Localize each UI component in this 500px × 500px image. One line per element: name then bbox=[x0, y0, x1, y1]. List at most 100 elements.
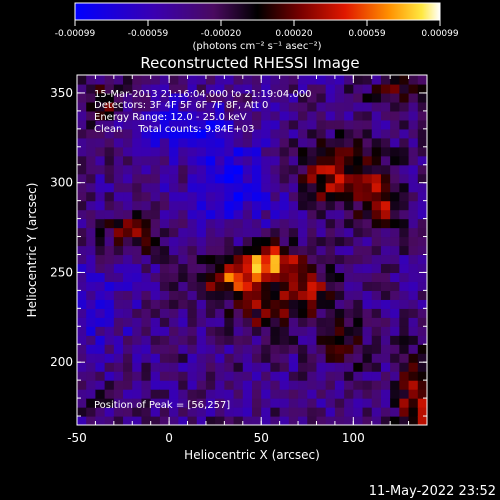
heatmap-cell bbox=[205, 335, 216, 345]
heatmap-cell bbox=[187, 209, 198, 220]
heatmap-cell bbox=[123, 380, 133, 390]
heatmap-cell bbox=[408, 128, 419, 139]
heatmap-cell bbox=[270, 281, 281, 291]
heatmap-cell bbox=[95, 353, 106, 363]
heatmap-cell bbox=[242, 299, 253, 309]
heatmap-cell bbox=[123, 227, 133, 238]
heatmap-cell bbox=[233, 200, 244, 211]
heatmap-cell bbox=[178, 218, 189, 229]
heatmap-cell bbox=[95, 344, 106, 354]
heatmap-cell bbox=[113, 191, 124, 202]
heatmap-cell bbox=[113, 218, 124, 229]
heatmap-cell bbox=[86, 344, 97, 354]
heatmap-cell bbox=[132, 335, 143, 345]
annotation-detectors: Detectors: 3F 4F 5F 6F 7F 8F, Att 0 bbox=[94, 100, 268, 111]
heatmap-cell bbox=[399, 263, 410, 274]
heatmap-cell bbox=[215, 227, 225, 238]
heatmap-cell bbox=[95, 398, 106, 408]
heatmap-cell bbox=[187, 92, 198, 103]
heatmap-cell bbox=[242, 137, 253, 148]
heatmap-cell bbox=[242, 263, 253, 274]
heatmap-cell bbox=[132, 110, 143, 121]
heatmap-cell bbox=[288, 290, 299, 300]
heatmap-cell bbox=[123, 83, 133, 94]
heatmap-cell bbox=[95, 326, 106, 336]
heatmap-cell bbox=[279, 110, 290, 121]
heatmap-cell bbox=[298, 164, 308, 175]
heatmap-cell bbox=[113, 227, 124, 238]
heatmap-cell bbox=[178, 209, 189, 220]
heatmap-cell bbox=[159, 272, 170, 283]
heatmap-cell bbox=[371, 416, 382, 425]
heatmap-cell bbox=[86, 272, 97, 283]
heatmap-cell bbox=[279, 191, 290, 202]
heatmap-cell bbox=[371, 281, 382, 291]
heatmap-cell bbox=[252, 371, 262, 381]
heatmap-cell bbox=[132, 317, 143, 327]
heatmap-cell bbox=[279, 416, 290, 425]
heatmap-cell bbox=[77, 335, 87, 345]
heatmap-cell bbox=[86, 398, 97, 408]
heatmap-cell bbox=[141, 92, 152, 103]
heatmap-cell bbox=[86, 290, 97, 300]
heatmap-cell bbox=[371, 92, 382, 103]
heatmap-cell bbox=[288, 326, 299, 336]
heatmap-cell bbox=[104, 236, 115, 247]
heatmap-cell bbox=[141, 344, 152, 354]
heatmap-cell bbox=[252, 407, 262, 417]
heatmap-cell bbox=[261, 272, 272, 283]
heatmap-cell bbox=[325, 371, 336, 381]
heatmap-cell bbox=[95, 146, 106, 157]
heatmap-cell bbox=[307, 407, 318, 417]
heatmap-cell bbox=[123, 407, 133, 417]
heatmap-cell bbox=[390, 164, 400, 175]
heatmap-cell bbox=[298, 263, 308, 274]
heatmap-cell bbox=[95, 191, 106, 202]
heatmap-cell bbox=[86, 371, 97, 381]
heatmap-cell bbox=[270, 254, 281, 265]
heatmap-cell bbox=[417, 128, 427, 139]
heatmap-cell bbox=[298, 362, 308, 372]
heatmap-cell bbox=[380, 173, 391, 184]
heatmap-cell bbox=[169, 119, 179, 130]
heatmap-cell bbox=[141, 362, 152, 372]
heatmap-cell bbox=[77, 209, 87, 220]
heatmap-cell bbox=[159, 155, 170, 166]
heatmap-cell bbox=[196, 344, 207, 354]
heatmap-cell bbox=[215, 128, 225, 139]
heatmap-cell bbox=[279, 119, 290, 130]
heatmap-cell bbox=[187, 254, 198, 265]
heatmap-cell bbox=[95, 218, 106, 229]
heatmap-cell bbox=[215, 398, 225, 408]
heatmap-cell bbox=[169, 200, 179, 211]
heatmap-cell bbox=[215, 254, 225, 265]
heatmap-cell bbox=[196, 164, 207, 175]
heatmap-cell bbox=[344, 155, 354, 166]
heatmap-cell bbox=[233, 416, 244, 425]
heatmap-cell bbox=[270, 272, 281, 283]
heatmap-cell bbox=[141, 308, 152, 318]
heatmap-cell bbox=[123, 146, 133, 157]
heatmap-cell bbox=[399, 317, 410, 327]
heatmap-cell bbox=[132, 281, 143, 291]
heatmap-cell bbox=[169, 398, 179, 408]
heatmap-cell bbox=[242, 218, 253, 229]
heatmap-cell bbox=[261, 335, 272, 345]
heatmap-cell bbox=[196, 191, 207, 202]
heatmap-cell bbox=[141, 380, 152, 390]
heatmap-cell bbox=[288, 83, 299, 94]
heatmap-cell bbox=[141, 83, 152, 94]
heatmap-cell bbox=[132, 75, 143, 85]
heatmap-cell bbox=[113, 182, 124, 193]
heatmap-cell bbox=[362, 326, 373, 336]
heatmap-cell bbox=[307, 326, 318, 336]
heatmap-cell bbox=[159, 191, 170, 202]
heatmap-cell bbox=[344, 200, 354, 211]
heatmap-cell bbox=[104, 137, 115, 148]
heatmap-cell bbox=[95, 155, 106, 166]
heatmap-cell bbox=[224, 380, 235, 390]
heatmap-cell bbox=[224, 326, 235, 336]
heatmap-cell bbox=[215, 137, 225, 148]
heatmap-cell bbox=[390, 119, 400, 130]
